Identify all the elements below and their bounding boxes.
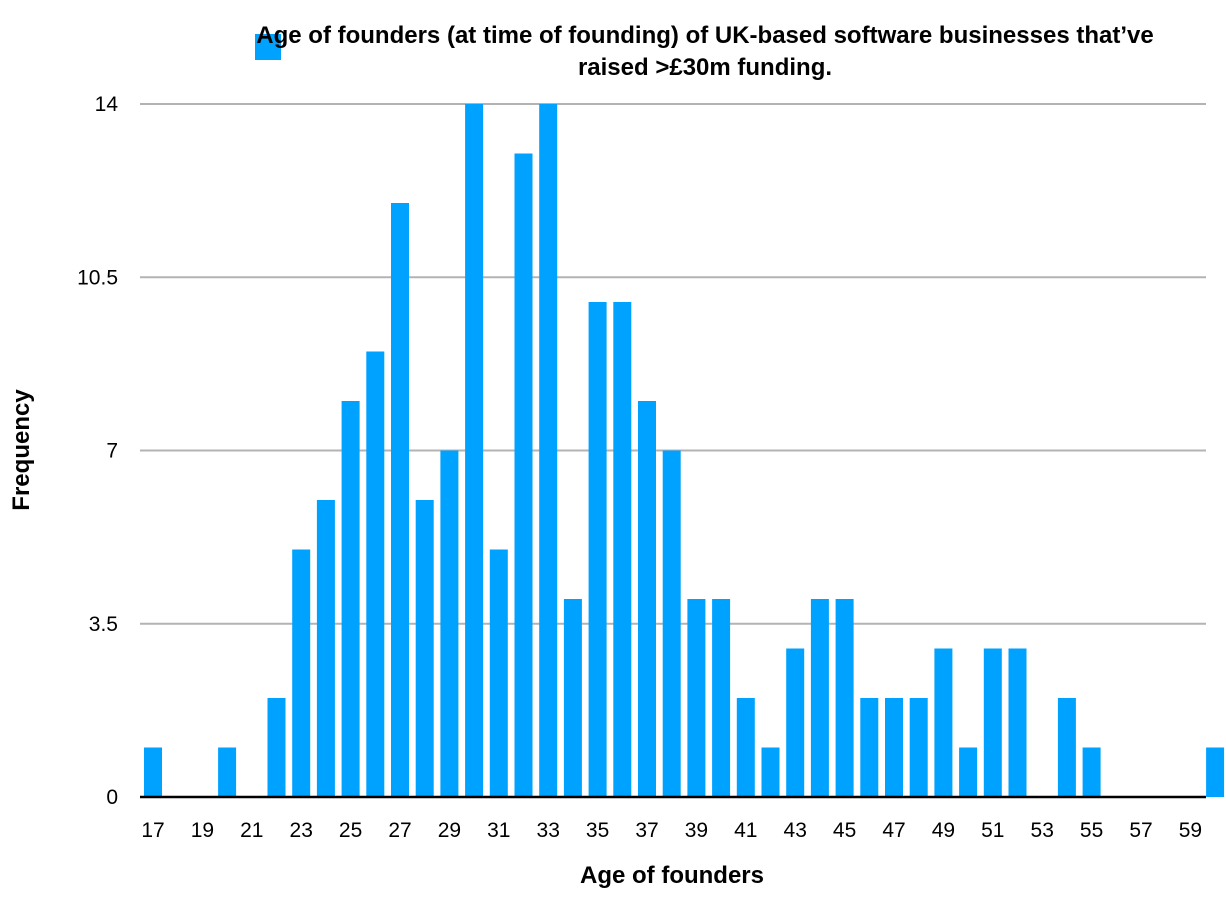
bar-age-26	[366, 351, 385, 797]
bar-age-46	[860, 698, 879, 797]
bars	[144, 104, 1225, 797]
x-tick-label: 47	[882, 819, 905, 842]
bar-age-43	[786, 648, 805, 797]
bar-age-52	[1008, 648, 1027, 797]
bar-age-39	[687, 599, 706, 797]
y-axis-title: Frequency	[8, 389, 35, 511]
bar-age-37	[638, 401, 656, 797]
bar-age-45	[835, 599, 854, 797]
bar-age-25	[341, 401, 360, 797]
x-tick-label: 43	[784, 819, 807, 842]
x-tick-label: 25	[339, 819, 362, 842]
bar-age-36	[613, 302, 632, 797]
bar-age-31	[489, 549, 508, 797]
y-tick-label: 0	[106, 786, 118, 809]
x-tick-label: 19	[191, 819, 214, 842]
bar-age-35	[588, 302, 607, 797]
bar-age-27	[391, 203, 409, 797]
y-tick-label: 3.5	[89, 613, 118, 636]
x-tick-label: 23	[290, 819, 313, 842]
bar-age-28	[415, 500, 434, 797]
x-tick-label: 41	[734, 819, 757, 842]
y-tick-label: 10.5	[77, 266, 118, 289]
x-tick-label: 33	[537, 819, 560, 842]
x-tick-label: 27	[388, 819, 411, 842]
bar-age-34	[563, 599, 582, 797]
bar-age-32	[514, 153, 533, 797]
x-tick-label: 59	[1179, 819, 1202, 842]
bar-age-51	[983, 648, 1002, 797]
x-tick-label: 35	[586, 819, 609, 842]
bar-age-60	[1206, 747, 1225, 797]
bar-age-41	[736, 698, 755, 797]
bar-age-47	[885, 698, 903, 797]
x-tick-label: 53	[1031, 819, 1054, 842]
bar-age-54	[1057, 698, 1076, 797]
x-tick-label: 21	[240, 819, 263, 842]
x-tick-label: 39	[685, 819, 708, 842]
x-tick-label: 57	[1129, 819, 1152, 842]
bar-age-38	[662, 450, 681, 797]
bar-age-55	[1082, 747, 1101, 797]
x-axis-title: Age of founders	[580, 862, 764, 889]
bar-age-42	[761, 747, 780, 797]
y-tick-label: 7	[106, 440, 118, 463]
bar-age-20	[218, 747, 237, 797]
legend-swatch	[255, 34, 281, 60]
x-tick-label: 29	[438, 819, 461, 842]
bar-age-23	[292, 549, 311, 797]
bar-age-50	[959, 747, 978, 797]
legend: Age of founders (at time of founding) of…	[255, 20, 1155, 90]
legend-label: Age of founders (at time of founding) of…	[256, 22, 1154, 81]
x-tick-label: 31	[487, 819, 510, 842]
bar-age-49	[934, 648, 953, 797]
x-tick-label: 49	[932, 819, 955, 842]
x-tick-label: 17	[141, 819, 164, 842]
bar-age-48	[909, 698, 928, 797]
bar-age-40	[712, 599, 731, 797]
bar-age-24	[316, 500, 335, 797]
x-tick-label: 55	[1080, 819, 1103, 842]
y-tick-label: 14	[95, 93, 119, 116]
bar-age-30	[465, 104, 484, 797]
x-tick-label: 51	[981, 819, 1004, 842]
y-axis-ticks: 0 3.5 7 10.5 14	[77, 93, 118, 809]
x-axis-ticks: 17 19 21 23 25 27 29 31 33 35 37 39 41 43 45 47 49 51 53 55…	[141, 819, 1202, 842]
bar-age-29	[440, 450, 459, 797]
x-tick-label: 37	[635, 819, 658, 842]
bar-age-17	[144, 747, 162, 797]
bar-age-33	[539, 104, 558, 797]
x-tick-label: 45	[833, 819, 856, 842]
bar-age-22	[267, 698, 286, 797]
bar-age-44	[810, 599, 829, 797]
